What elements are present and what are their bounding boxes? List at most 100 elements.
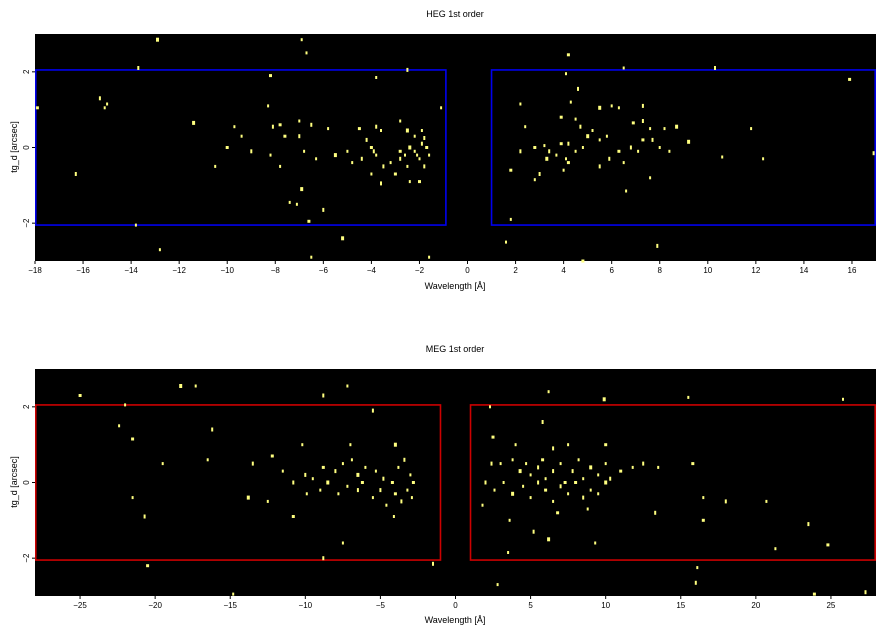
event-point	[872, 151, 875, 156]
event-point	[278, 123, 282, 127]
event-point	[428, 255, 431, 259]
event-point	[137, 66, 140, 70]
x-tick-label: 16	[848, 266, 857, 275]
event-point	[295, 202, 298, 206]
x-tick-label: 25	[826, 601, 835, 610]
event-point	[351, 161, 354, 165]
event-point	[604, 480, 608, 485]
event-point	[392, 515, 395, 518]
event-point	[493, 488, 496, 492]
x-tick-label: 5	[528, 601, 533, 610]
x-tick-label: −18	[28, 266, 42, 275]
event-point	[559, 462, 562, 466]
event-point	[537, 480, 540, 485]
event-point	[508, 518, 511, 522]
event-point	[812, 592, 816, 596]
region-box	[490, 69, 876, 226]
event-point	[544, 477, 547, 481]
x-tick-label: 8	[658, 266, 663, 275]
event-point	[608, 156, 611, 161]
event-point	[631, 465, 634, 469]
x-tick-label: 10	[601, 601, 610, 610]
event-point	[617, 106, 620, 110]
event-point	[565, 72, 567, 76]
x-tick-label: −4	[367, 266, 377, 275]
event-point	[721, 155, 724, 159]
x-tick-label: −10	[299, 601, 313, 610]
event-point	[566, 53, 570, 57]
x-tick-label: −20	[148, 601, 162, 610]
event-point	[371, 408, 374, 413]
event-point	[423, 136, 426, 140]
event-point	[322, 393, 325, 398]
event-point	[532, 529, 535, 534]
event-point	[514, 443, 517, 447]
event-point	[541, 458, 545, 462]
event-point	[375, 153, 378, 157]
event-point	[283, 134, 287, 138]
event-point	[641, 119, 644, 123]
event-point	[372, 149, 375, 154]
event-point	[420, 129, 423, 132]
event-point	[762, 157, 765, 161]
x-tick-label: −2	[415, 266, 425, 275]
event-point	[214, 164, 217, 168]
event-point	[714, 66, 716, 70]
event-point	[349, 443, 352, 447]
event-point	[629, 145, 632, 150]
x-tick-label: −10	[220, 266, 234, 275]
chart-title: MEG 1st order	[426, 344, 485, 354]
y-axis-ticks: −2 0 2	[22, 404, 35, 563]
event-point	[702, 496, 705, 500]
x-tick-label: 0	[465, 266, 470, 275]
x-tick-label: −15	[223, 601, 237, 610]
event-point	[411, 481, 415, 484]
x-axis-ticks: −18 −16 −14 −12 −10 −8 −6 −4 −2 0 2 4 6 8 10 12 14 16	[28, 261, 857, 275]
event-point	[271, 124, 274, 129]
event-point	[649, 176, 652, 180]
event-point	[360, 481, 364, 484]
event-point	[556, 511, 560, 515]
y-tick-label: 0	[22, 145, 31, 150]
event-point	[385, 503, 388, 507]
event-point	[131, 437, 135, 441]
event-point	[375, 124, 378, 129]
event-point	[574, 117, 577, 121]
event-point	[35, 106, 39, 110]
event-point	[533, 178, 536, 182]
event-point	[663, 127, 666, 131]
event-point	[106, 102, 109, 106]
event-point	[232, 592, 235, 596]
event-point	[298, 134, 301, 139]
event-point	[507, 551, 510, 554]
event-point	[103, 106, 106, 110]
event-point	[586, 507, 589, 511]
event-point	[310, 122, 313, 127]
x-tick-label: −14	[124, 266, 138, 275]
event-point	[161, 462, 164, 466]
event-point	[774, 547, 777, 551]
y-tick-label: 0	[22, 480, 31, 485]
event-point	[577, 458, 580, 462]
event-point	[380, 181, 382, 186]
event-point	[319, 488, 322, 492]
event-point	[404, 153, 406, 157]
event-point	[842, 397, 844, 401]
event-point	[250, 149, 253, 154]
x-tick-label: 10	[703, 266, 712, 275]
event-point	[303, 149, 306, 153]
event-point	[594, 541, 597, 545]
event-point	[423, 164, 426, 169]
event-point	[538, 172, 541, 176]
event-point	[393, 492, 397, 496]
event-point	[341, 236, 345, 241]
event-point	[586, 134, 590, 139]
meg-chart-panel: MEG 1st order −25 −20 −15 −10 −5 0 5 10 15 20 25 −…	[9, 344, 876, 625]
event-point	[609, 476, 612, 481]
event-point	[225, 146, 229, 149]
x-axis-label: Wavelength [Å]	[425, 281, 486, 291]
event-point	[490, 461, 493, 466]
event-point	[408, 180, 411, 184]
event-point	[134, 223, 137, 227]
event-point	[687, 395, 690, 399]
